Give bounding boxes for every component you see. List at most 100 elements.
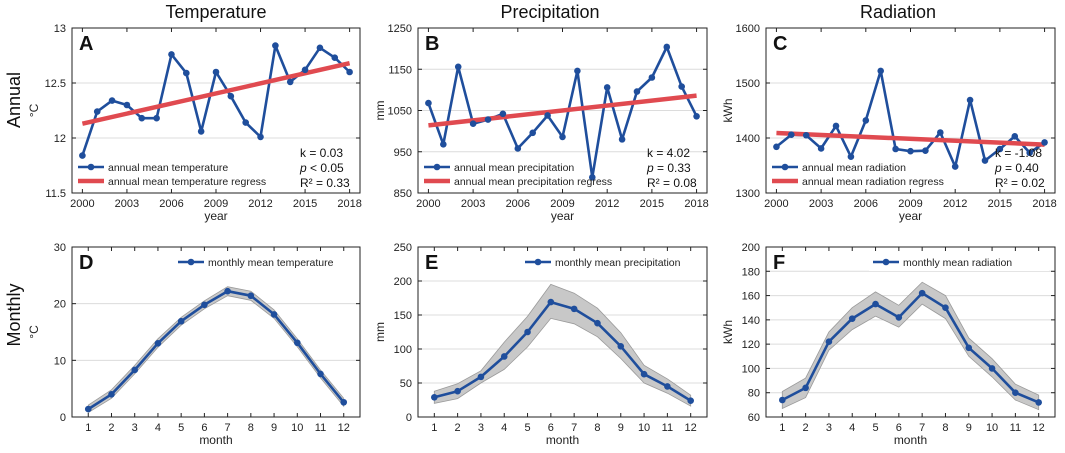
panel-a-xtick-label: 2012 [248, 198, 272, 210]
panel-d-ylabel: °C [27, 325, 41, 339]
panel-b-point [544, 112, 551, 119]
panel-f-letter: F [773, 252, 785, 274]
panel-c-point [817, 145, 825, 152]
panel-a-point [242, 119, 249, 126]
panel-f-xtick-label: 3 [826, 422, 832, 434]
panel-c-point [936, 129, 944, 136]
panel-d-ytick-label: 0 [60, 412, 66, 424]
panel-c-legend-label: annual mean radiation regress [802, 176, 944, 188]
panel-c-point [862, 117, 870, 124]
panel-b-xtick-label: 2006 [506, 198, 530, 210]
panel-e-point [617, 342, 625, 350]
panel-d-point [131, 366, 139, 374]
panel-f-point [942, 304, 949, 312]
panel-b-point [469, 120, 477, 127]
panel-a-point [108, 97, 116, 104]
panel-d-xtick-label: 2 [108, 422, 114, 434]
panel-a-legend-swatch-point [87, 163, 95, 171]
panel-c-point [1011, 133, 1019, 140]
panel-b-ylabel: mm [373, 101, 387, 121]
panel-a-point [138, 114, 146, 122]
panel-a-point [331, 54, 339, 61]
panel-a-point [257, 133, 264, 141]
panel-b-ytick-label: 950 [394, 147, 412, 159]
panel-c-point [832, 122, 840, 130]
panel-e-ytick-label: 0 [406, 412, 412, 424]
panel-a-stat-r2: R² = 0.33 [300, 176, 350, 190]
panel-b-xtick-label: 2000 [416, 198, 440, 210]
panel-e-ylabel: mm [373, 322, 387, 342]
panel-c-point [788, 131, 795, 138]
panel-f-ytick-label: 160 [742, 291, 760, 303]
panel-d-letter: D [79, 252, 93, 274]
panel-e-point [594, 319, 601, 327]
panel-f-ytick-label: 80 [748, 388, 760, 400]
panel-e-xlabel: month [546, 433, 579, 447]
panel-a-ytick-label: 11.5 [45, 188, 66, 200]
panel-c-point [996, 145, 1004, 153]
panel-e-ytick-label: 250 [394, 242, 412, 254]
panel-a-point [183, 69, 190, 77]
panel-a-xtick-label: 2006 [159, 198, 183, 210]
panel-f-point [848, 315, 856, 322]
panel-e-legend-swatch-point [534, 258, 542, 266]
panel-b-point [618, 136, 626, 143]
panel-d-xtick-label: 1 [85, 422, 91, 434]
panel-f-point [779, 396, 786, 404]
panel-b-point [440, 141, 447, 148]
panel-e-xtick-label: 2 [455, 422, 461, 434]
panel-e-ytick-label: 200 [394, 276, 412, 288]
panel-b-ytick-label: 1150 [388, 64, 412, 76]
panel-d-axes-box [71, 246, 361, 418]
panel-c-point [847, 153, 855, 160]
panel-a-xtick-label: 2009 [204, 198, 228, 210]
panel-d-point [224, 287, 231, 295]
column-title-temperature: Temperature [165, 2, 266, 22]
panel-b-point [648, 74, 656, 81]
panel-f-xtick-label: 11 [1010, 422, 1021, 434]
panel-a-regression-line [81, 61, 351, 126]
panel-a-point [93, 108, 101, 115]
panel-d-xtick-label: 5 [178, 422, 184, 434]
panel-f-ytick-label: 120 [742, 339, 760, 351]
panel-e-ytick-label: 100 [394, 344, 412, 356]
panel-a-legend-label: annual mean temperature regress [108, 176, 266, 188]
panel-d-xtick-label: 6 [201, 422, 207, 434]
panel-C: 2000 2003 2006 2009 2012 2015 2018 1300 1400 1500… [721, 23, 1057, 223]
panel-d-point [317, 370, 324, 378]
panel-b-xtick-label: 2003 [461, 198, 485, 210]
panel-c-ytick-label: 1600 [736, 23, 760, 35]
panel-c-point [892, 145, 899, 153]
panel-e-xtick-label: 3 [478, 422, 484, 434]
panel-a-point [316, 44, 324, 52]
panel-c-point [981, 157, 989, 164]
panel-b-point [588, 174, 596, 181]
panel-d-point [84, 405, 92, 413]
panel-d-point [293, 339, 301, 347]
panel-e-xtick-label: 5 [524, 422, 530, 434]
panel-a-point [272, 42, 279, 49]
panel-b-ytick-label: 850 [394, 188, 412, 200]
panel-f-xtick-label: 8 [942, 422, 948, 434]
panel-c-letter: C [773, 33, 787, 55]
panel-d-xtick-label: 3 [132, 422, 138, 434]
panel-F: 1 2 3 4 5 6 7 8 9 10 11 126080100120140160180200mon… [721, 242, 1056, 447]
panel-e-point [524, 328, 531, 336]
panel-a-legend-label: annual mean temperature [108, 162, 228, 174]
panel-d-xtick-label: 8 [248, 422, 254, 434]
panel-d-point [247, 292, 255, 300]
panel-b-point [514, 145, 522, 152]
panel-b-xtick-label: 2018 [684, 198, 708, 210]
panel-a-ytick-label: 12 [54, 133, 66, 145]
panel-d-series-line [87, 289, 345, 411]
panel-c-point [877, 67, 885, 75]
panel-f-series-line [781, 291, 1040, 404]
panel-a-series-line [81, 44, 351, 157]
panel-a-point [346, 68, 353, 76]
panel-d-point [340, 398, 348, 406]
panel-c-point [951, 163, 959, 170]
panel-f-point [988, 365, 996, 372]
panel-f-point [802, 384, 809, 392]
panel-A: 2000 2003 2006 2009 2012 2015 2018 11.5 12 12.5 13… [27, 23, 362, 223]
panel-a-xtick-label: 2000 [70, 198, 94, 210]
